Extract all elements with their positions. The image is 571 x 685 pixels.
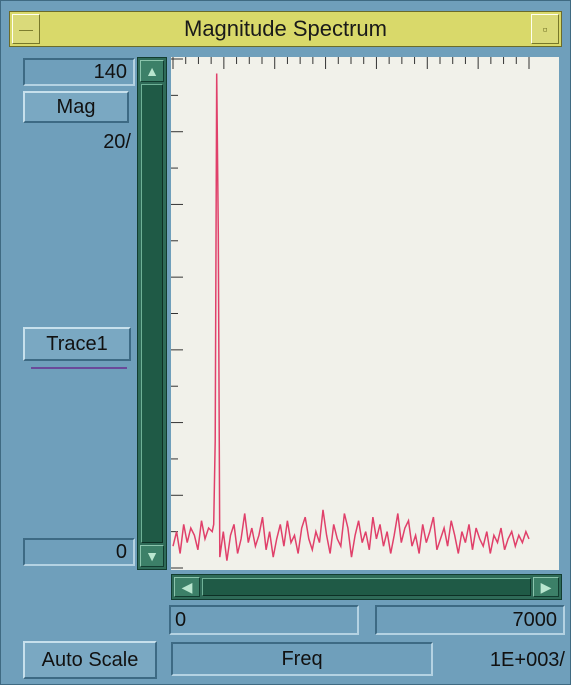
y-max-field[interactable]: 140: [23, 58, 135, 86]
x-axis-label: Freq: [171, 642, 433, 676]
window-title: Magnitude Spectrum: [184, 16, 387, 41]
arrow-right-icon: ▶: [540, 578, 552, 595]
x-max-field[interactable]: 7000: [375, 605, 565, 635]
arrow-up-icon: ▲: [145, 63, 159, 79]
trace-select-button[interactable]: Trace1: [23, 327, 131, 361]
arrow-left-icon: ◀: [181, 578, 193, 595]
y-axis-scrollbar[interactable]: ▲ ▼: [137, 57, 167, 570]
scroll-left-button[interactable]: ◀: [174, 577, 200, 597]
maximize-button[interactable]: ▫: [531, 14, 559, 44]
spectrum-plot[interactable]: [171, 57, 559, 570]
scroll-down-button[interactable]: ▼: [140, 545, 164, 567]
trace1-line: [172, 73, 530, 561]
x-min-field[interactable]: 0: [169, 605, 359, 635]
x-axis-scrollbar[interactable]: ◀ ▶: [171, 574, 562, 600]
auto-scale-button[interactable]: Auto Scale: [23, 641, 157, 679]
plot-ticks: [171, 57, 530, 569]
y-min-field[interactable]: 0: [23, 538, 135, 566]
minimize-icon: —: [19, 21, 33, 37]
window-menu-button[interactable]: —: [12, 14, 40, 44]
arrow-down-icon: ▼: [145, 548, 159, 564]
y-mode-button[interactable]: Mag: [23, 91, 129, 123]
trace-color-indicator: [31, 367, 127, 369]
y-scale-label: 20/: [103, 131, 131, 153]
scroll-right-button[interactable]: ▶: [533, 577, 559, 597]
maximize-icon: ▫: [542, 21, 548, 37]
x-scale-label: 1E+003/: [489, 649, 565, 671]
title-bar[interactable]: — Magnitude Spectrum ▫: [9, 11, 562, 47]
scroll-up-button[interactable]: ▲: [140, 60, 164, 82]
plot-background: [171, 57, 559, 570]
x-scroll-thumb[interactable]: [202, 578, 531, 596]
y-scroll-thumb[interactable]: [141, 84, 163, 543]
